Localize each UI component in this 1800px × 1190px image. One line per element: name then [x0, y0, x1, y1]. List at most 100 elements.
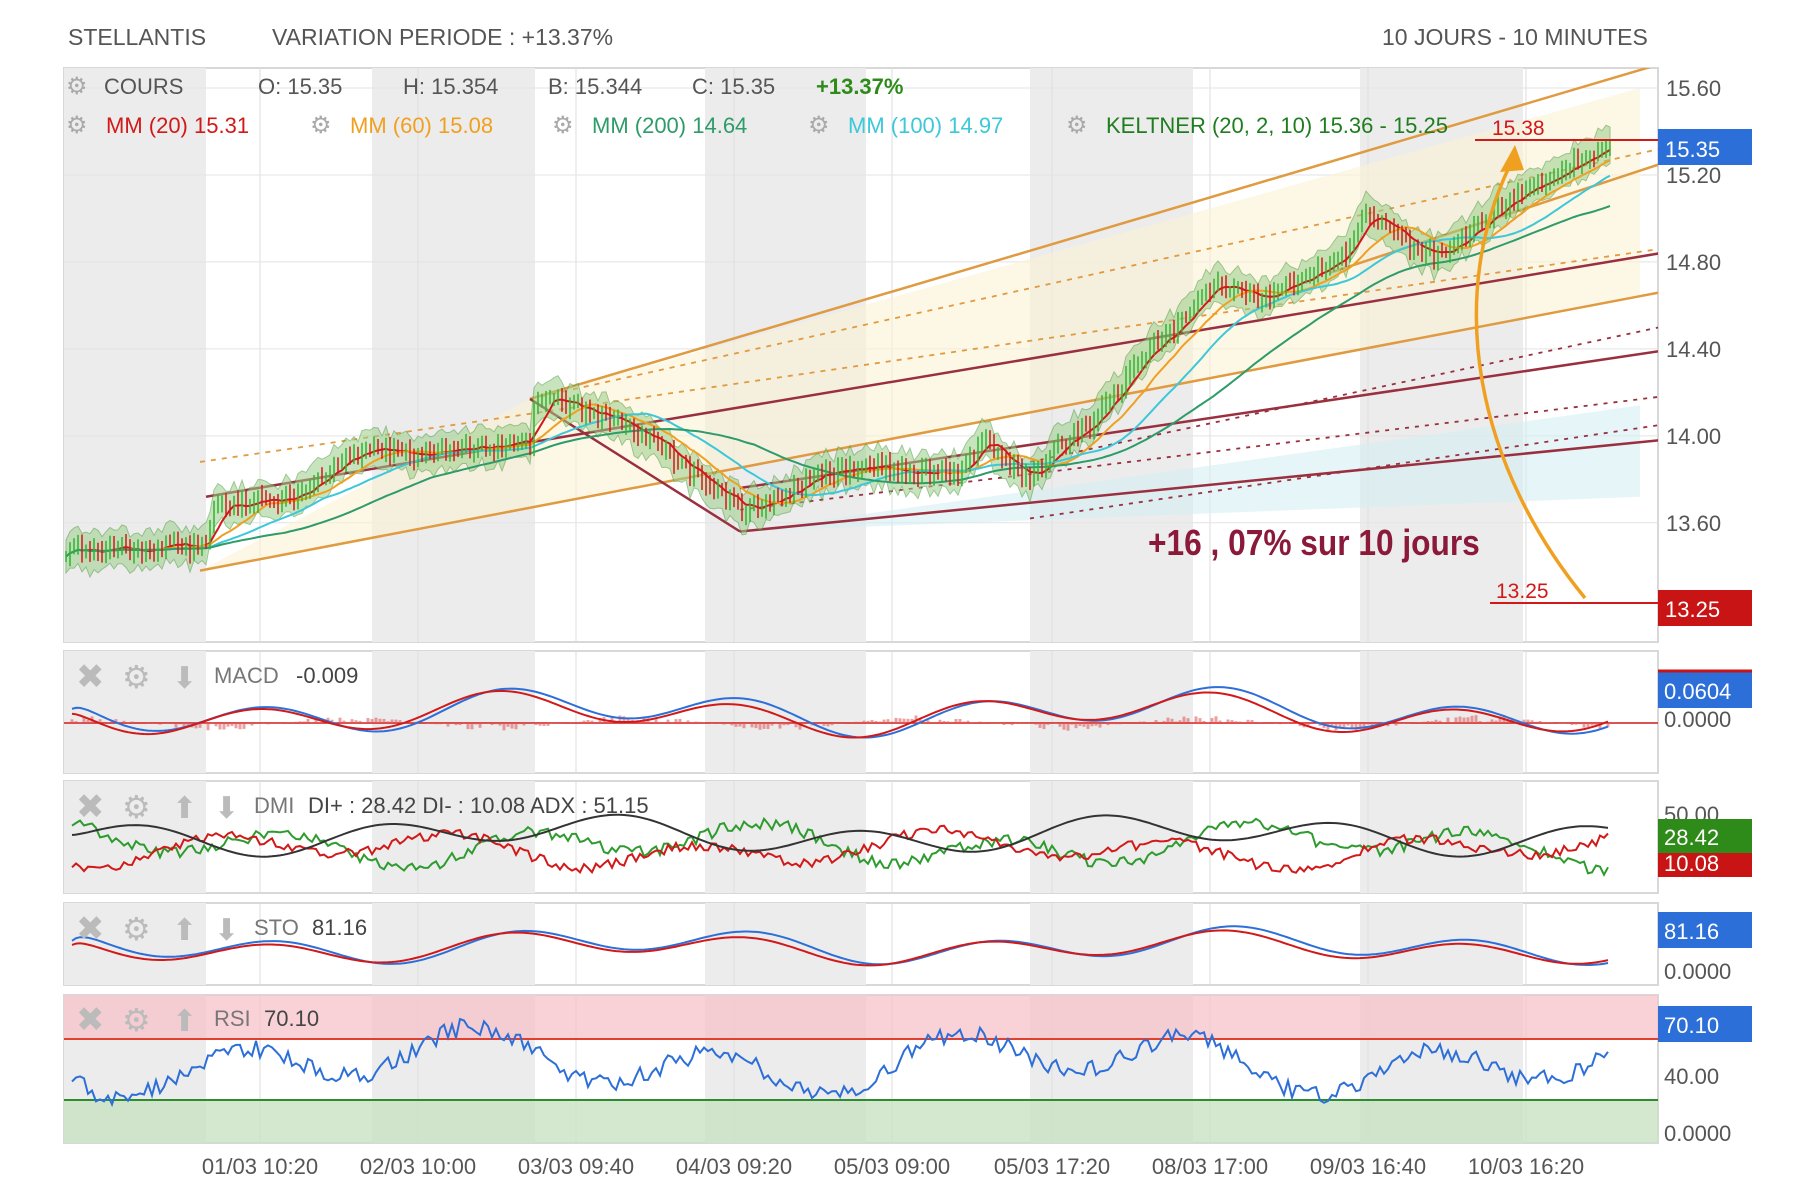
regression-channels — [199, 68, 1658, 572]
y-axis-main: 15.60 15.20 14.80 14.40 14.00 13.60 — [1666, 76, 1721, 536]
y-tick: 14.00 — [1666, 424, 1721, 449]
close-icon[interactable]: ✖ — [76, 788, 105, 826]
svg-text:0.0604: 0.0604 — [1664, 679, 1731, 704]
gear-icon[interactable]: ⚙ — [122, 1002, 151, 1038]
dmi-panel — [71, 813, 1609, 877]
last-price-badge: 15.35 — [1658, 129, 1752, 165]
session-shade — [64, 781, 206, 893]
macd-panel — [64, 686, 1658, 739]
svg-text:70.10: 70.10 — [1664, 1013, 1719, 1038]
session-shade — [372, 781, 535, 893]
x-tick: 05/03 17:20 — [994, 1154, 1110, 1179]
maroon-channel-dotted3 — [1029, 424, 1658, 520]
oscillator-line — [71, 1017, 1609, 1108]
gear-icon[interactable]: ⚙ — [808, 112, 830, 139]
rsi-panel — [71, 1017, 1609, 1108]
legend-indicator: MM (60) 15.08 — [350, 113, 493, 138]
arrow-down-icon[interactable]: ⬇ — [214, 792, 239, 825]
gear-icon[interactable]: ⚙ — [66, 73, 88, 100]
annotations: 15.38 13.25 +16 , 07% sur 10 jours — [1148, 117, 1660, 604]
orange-channel-bottom — [199, 291, 1658, 572]
dmi-badges: 50.00 28.42 10.08 — [1658, 802, 1752, 877]
gear-icon[interactable]: ⚙ — [66, 112, 88, 139]
arrow-up-icon[interactable]: ⬆ — [172, 792, 197, 825]
legend-item: O: 15.35 — [258, 74, 342, 99]
y-tick: 15.60 — [1666, 76, 1721, 101]
svg-text:28.42: 28.42 — [1664, 825, 1719, 850]
session-shade — [372, 651, 535, 773]
session-shade — [705, 781, 866, 893]
arrow-down-icon[interactable]: ⬇ — [172, 662, 197, 695]
arrow-head — [1500, 145, 1524, 172]
oscillator-line — [71, 686, 1609, 739]
sto-badge: 81.16 0.0000 — [1658, 912, 1752, 984]
legend-item: C: 15.35 — [692, 74, 775, 99]
rsi-tick-40: 40.00 — [1664, 1064, 1719, 1089]
arrow-down-icon[interactable]: ⬇ — [214, 914, 239, 947]
gear-icon[interactable]: ⚙ — [122, 789, 151, 825]
arrow-up-icon[interactable]: ⬆ — [172, 914, 197, 947]
performance-annotation: +16 , 07% sur 10 jours — [1148, 523, 1480, 563]
gear-icon[interactable]: ⚙ — [552, 112, 574, 139]
macd-value: -0.009 — [296, 663, 358, 688]
legend-item: COURS — [104, 74, 183, 99]
macd-badge: 0.0604 0.0000 — [1658, 669, 1752, 732]
target-label: 15.38 — [1492, 117, 1545, 140]
oscillator-line — [71, 813, 1609, 858]
x-tick: 04/03 09:20 — [676, 1154, 792, 1179]
x-tick: 01/03 10:20 — [202, 1154, 318, 1179]
close-icon[interactable]: ✖ — [76, 658, 105, 696]
legend-item: H: 15.354 — [403, 74, 498, 99]
x-tick: 05/03 09:00 — [834, 1154, 950, 1179]
session-shade — [372, 903, 535, 985]
variation-periode: VARIATION PERIODE : +13.37% — [272, 24, 614, 50]
session-shade — [1030, 903, 1193, 985]
gear-icon[interactable]: ⚙ — [1066, 112, 1088, 139]
close-icon[interactable]: ✖ — [76, 910, 105, 948]
sto-legend: ✖ ⚙ ⬆ ⬇ STO 81.16 — [76, 910, 367, 948]
rsi-badge: 70.10 40.00 0.0000 — [1658, 1006, 1752, 1146]
rsi-tick-0: 0.0000 — [1664, 1121, 1731, 1146]
legend-indicator: MM (200) 14.64 — [592, 113, 747, 138]
x-axis: 01/03 10:20 02/03 10:00 03/03 09:40 04/03 0… — [202, 1154, 1584, 1179]
gear-icon[interactable]: ⚙ — [122, 911, 151, 947]
macd-zero-tick: 0.0000 — [1664, 707, 1731, 732]
y-tick: 15.20 — [1666, 163, 1721, 188]
rsi-value: 70.10 — [264, 1006, 319, 1031]
price-candles — [65, 139, 1611, 567]
x-tick: 03/03 09:40 — [518, 1154, 634, 1179]
gear-icon[interactable]: ⚙ — [122, 659, 151, 695]
svg-text:15.35: 15.35 — [1665, 137, 1720, 162]
x-tick: 09/03 16:40 — [1310, 1154, 1426, 1179]
svg-text:10.08: 10.08 — [1664, 851, 1719, 876]
x-tick: 08/03 17:00 — [1152, 1154, 1268, 1179]
maroon-channel-bottom — [739, 439, 1658, 533]
orange-channel-top — [529, 68, 1652, 401]
channel-fill-upper — [200, 88, 1640, 571]
sto-label: STO — [254, 915, 299, 940]
start-label: 13.25 — [1496, 580, 1549, 603]
legend-indicator: MM (100) 14.97 — [848, 113, 1003, 138]
session-shade — [64, 651, 206, 773]
gear-icon[interactable]: ⚙ — [310, 112, 332, 139]
oscillator-line — [71, 824, 1609, 874]
arrow-up-icon[interactable]: ⬆ — [172, 1005, 197, 1038]
support-badge: 13.25 — [1658, 590, 1752, 626]
session-shade — [372, 68, 535, 642]
growth-arrow — [1474, 154, 1587, 600]
rsi-overbought-zone — [64, 995, 1658, 1039]
svg-text:13.25: 13.25 — [1665, 597, 1720, 622]
maroon-channel-dotted2 — [1029, 326, 1658, 463]
rsi-oversold-zone — [64, 1100, 1658, 1143]
legend-item: B: 15.344 — [548, 74, 642, 99]
x-tick: 10/03 16:20 — [1468, 1154, 1584, 1179]
ma-line-mm100 — [65, 174, 1611, 558]
legend-row-cours: ⚙ COURS O: 15.35 H: 15.354 B: 15.344 C: 15.35… — [66, 73, 903, 100]
session-shade — [1030, 781, 1193, 893]
rsi-label: RSI — [214, 1006, 251, 1031]
legend-item: +13.37% — [816, 74, 903, 99]
close-icon[interactable]: ✖ — [76, 1001, 105, 1039]
dmi-value: DI+ : 28.42 DI- : 10.08 ADX : 51.15 — [308, 793, 649, 818]
macd-legend: ✖ ⚙ ⬇ MACD -0.009 — [76, 658, 358, 696]
